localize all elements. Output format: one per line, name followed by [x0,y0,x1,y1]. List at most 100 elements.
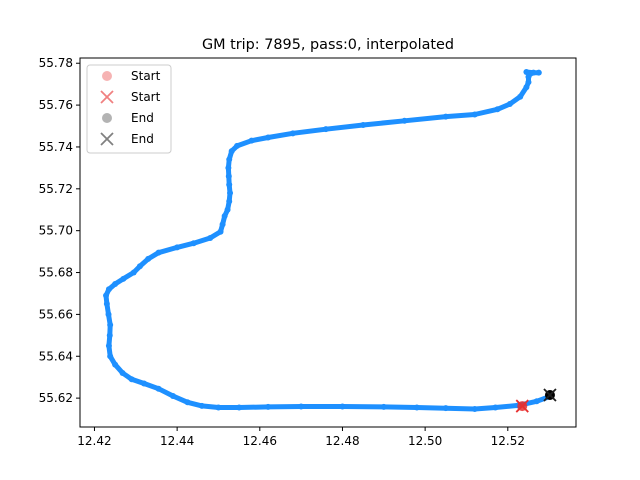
y-tick-label: 55.78 [39,56,73,70]
trajectory-point [224,206,231,213]
trajectory-point [265,403,272,410]
trajectory-point [103,292,110,299]
trajectory-point [198,402,205,409]
x-tick-label: 12.42 [77,434,111,448]
trajectory-point [136,263,143,270]
trajectory-point [471,406,478,412]
legend-label: End [131,111,154,125]
trajectory-point [492,404,499,411]
trajectory-point [442,405,449,412]
start-x-marker [515,399,529,413]
trajectory-series [103,69,555,412]
x-tick-label: 12.52 [491,434,525,448]
trajectory-point [103,300,110,307]
trajectory-point [112,281,119,288]
legend-x-icon [100,132,114,146]
trajectory-point [107,321,114,328]
legend-box [86,64,172,154]
trajectory-point [217,228,224,235]
trajectory-point [360,121,367,128]
trajectory-point [530,69,537,76]
chart-title: GM trip: 7895, pass:0, interpolated [202,37,454,53]
trajectory-point [401,117,408,124]
trajectory-point [155,249,162,256]
y-tick-label: 55.76 [39,98,73,112]
trajectory-point [120,275,127,282]
trajectory-point [141,380,148,387]
trajectory-point [265,134,272,141]
axes-frame [79,57,577,428]
trajectory-point [471,111,478,118]
end-x-marker [543,388,557,402]
y-tick-label: 55.72 [39,182,73,196]
trajectory-point [215,404,222,411]
legend-x-icon [100,90,114,104]
trajectory-point [228,148,235,155]
trajectory-point [525,79,532,86]
x-tick-label: 12.46 [243,434,277,448]
trajectory-point [248,137,255,144]
trajectory-point [226,156,233,163]
y-tick-label: 55.64 [39,349,73,363]
legend-entry: End [102,111,154,125]
x-tick-label: 12.44 [160,434,194,448]
legend-entry: Start [102,69,161,83]
y-tick-label: 55.62 [39,391,73,405]
trajectory-point [523,69,530,76]
trajectory-point [174,244,181,251]
trajectory-point [190,240,197,247]
x-tick-label: 12.50 [408,434,442,448]
y-tick-label: 55.74 [39,140,73,154]
trajectory-point [227,190,234,196]
trajectory-point [533,398,540,405]
trajectory-point [107,353,114,360]
legend-label: End [131,132,154,146]
trajectory-point [219,221,226,228]
trajectory-point [380,403,387,410]
trajectory-point [413,404,420,411]
y-axis: 55.62 55.64 55.66 55.68 55.70 55.72 55.74 55.76… [39,56,80,405]
trajectory-point [523,84,530,91]
trajectory-point [128,376,135,383]
endpoint-markers [515,388,557,413]
trajectory-point [506,101,513,108]
trajectory-point [236,404,243,411]
trajectory-point [105,286,112,293]
trajectory-point [145,255,152,262]
trajectory-point [225,164,232,171]
legend-label: Start [131,69,161,83]
trajectory-point [184,399,191,406]
legend-circle-icon [102,113,112,123]
trajectory-point [105,342,112,349]
trajectory-point [221,213,228,220]
trajectory-point [234,142,241,149]
trajectory-point [535,69,542,76]
trajectory-point [207,235,214,241]
y-tick-label: 55.70 [39,224,73,238]
trajectory-point [226,198,233,205]
trajectory-point [106,332,113,339]
legend-label: Start [131,90,161,104]
trajectory-point [119,370,126,376]
y-tick-label: 55.68 [39,266,73,280]
trajectory-point [105,311,112,318]
trajectory-point [155,385,162,392]
trajectory-point [298,403,305,410]
trajectory-point [517,93,524,100]
trajectory-point [225,173,232,180]
trajectory-point [494,106,501,113]
trajectory-point [339,403,346,410]
trajectory-point [130,269,137,276]
x-axis: 12.42 12.44 12.46 12.48 12.50 12.52 [77,427,525,448]
legend-entry: End [100,132,154,146]
legend-entry: Start [100,90,161,104]
trajectory-point [226,181,233,188]
trajectory-point [289,130,296,137]
trajectory-point [170,393,176,400]
legend-circle-icon [102,71,112,81]
legend: Start Start End End [86,64,172,154]
x-tick-label: 12.48 [325,434,359,448]
trajectory-line [103,69,554,412]
trajectory-point [112,361,119,368]
